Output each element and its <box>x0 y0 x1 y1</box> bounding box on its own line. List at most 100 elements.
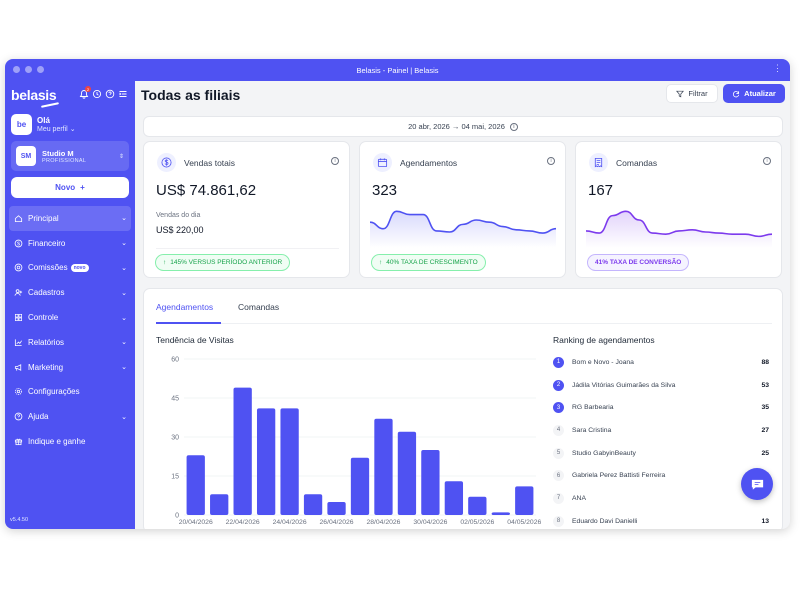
ranking-row: 2 Jádila Vitórias Guimarães da Silva 53 <box>553 374 769 397</box>
refresh-icon[interactable] <box>92 89 102 99</box>
profile-link[interactable]: Meu perfil ⌄ <box>37 125 76 133</box>
window-menu-icon[interactable]: ⋮ <box>773 63 782 73</box>
x-tick-label: 26/04/2026 <box>320 519 354 526</box>
sidebar-item-marketing[interactable]: Marketing ⌄ <box>5 355 135 380</box>
rank-position: 3 <box>553 402 564 414</box>
help-circle-icon[interactable] <box>105 89 115 99</box>
date-range-picker[interactable]: 20 abr, 2026 → 04 mai, 2026 i <box>143 116 783 137</box>
info-icon[interactable]: i <box>547 157 555 165</box>
info-icon[interactable]: i <box>763 157 771 165</box>
sidebar-item-principal[interactable]: Principal ⌄ <box>9 206 131 231</box>
studio-selector[interactable]: SM Studio M PROFISSIONAL ⇕ <box>11 141 129 171</box>
page-title: Todas as filiais <box>141 87 241 103</box>
chevron-down-icon: ⌄ <box>121 413 127 421</box>
user-plus-icon <box>13 288 23 298</box>
bar-21/04/2026[interactable] <box>210 494 229 515</box>
sidebar-item-indique-e-ganhe[interactable]: Indique e ganhe <box>5 429 135 454</box>
info-icon[interactable]: i <box>331 157 339 165</box>
ranking-row: 3 RG Barbearia 35 <box>553 396 769 419</box>
ranking-title: Ranking de agendamentos <box>553 335 655 345</box>
user-profile[interactable]: be Olá Meu perfil ⌄ <box>11 114 76 135</box>
sidebar-item-financeiro[interactable]: Financeiro ⌄ <box>5 231 135 256</box>
x-tick-label: 04/05/2026 <box>507 519 541 526</box>
minimize-window-button[interactable] <box>25 66 32 73</box>
rank-name: Bom e Novo - Joana <box>572 358 634 366</box>
ranking-row: 4 Sara Cristina 27 <box>553 419 769 442</box>
card-value: US$ 74.861,62 <box>156 182 257 199</box>
bar-04/05/2026[interactable] <box>515 486 534 515</box>
rank-position: 7 <box>553 492 564 504</box>
sidebar-item-relatorios[interactable]: Relatórios ⌄ <box>5 330 135 355</box>
greeting: Olá <box>37 116 50 125</box>
gift-icon <box>13 437 23 447</box>
arrow-up-icon: ↑ <box>379 259 383 266</box>
ranking-row: 8 Eduardo Davi Danielli 13 <box>553 510 769 529</box>
filter-icon <box>676 90 685 97</box>
sidebar-item-comissoes[interactable]: Comissões novo ⌄ <box>5 256 135 281</box>
sales-card: Vendas totais i US$ 74.861,62 Vendas do … <box>143 141 350 278</box>
info-icon: i <box>509 122 518 131</box>
maximize-window-button[interactable] <box>37 66 44 73</box>
bar-29/04/2026[interactable] <box>397 431 417 515</box>
profile-link-label: Meu perfil <box>37 126 68 133</box>
sidebar-item-cadastros[interactable]: Cadastros ⌄ <box>5 280 135 305</box>
active-tab-indicator <box>156 322 221 324</box>
y-tick-label: 0 <box>175 513 179 520</box>
bell-icon[interactable]: 2 <box>79 86 91 99</box>
growth-pill: ↑ 40% TAXA DE CRESCIMENTO <box>371 254 486 271</box>
bar-30/04/2026[interactable] <box>421 450 440 515</box>
filter-button-label: Filtrar <box>688 89 708 98</box>
bar-24/04/2026[interactable] <box>280 408 299 515</box>
bar-20/04/2026[interactable] <box>186 455 205 515</box>
tab-appointments[interactable]: Agendamentos <box>156 302 214 312</box>
update-button[interactable]: Atualizar <box>723 84 785 103</box>
ranking-row: 6 Gabriela Perez Battisti Ferreira <box>553 464 769 487</box>
rank-name: RG Barbearia <box>572 404 614 412</box>
bar-03/05/2026[interactable] <box>491 512 510 515</box>
bar-25/04/2026[interactable] <box>303 494 323 515</box>
new-button[interactable]: Novo + <box>11 177 129 198</box>
tab-orders[interactable]: Comandas <box>238 302 280 312</box>
x-tick-label: 02/05/2026 <box>460 519 494 526</box>
close-window-button[interactable] <box>13 66 20 73</box>
y-tick-label: 30 <box>171 435 179 442</box>
bar-27/04/2026[interactable] <box>350 457 370 515</box>
sidebar-item-label: Cadastros <box>28 288 65 298</box>
appointments-card: Agendamentos i 323 ↑ 40% TAXA DE CRESCIM… <box>359 141 566 278</box>
bar-26/04/2026[interactable] <box>327 502 346 515</box>
appointments-sparkline <box>369 210 557 248</box>
bar-28/04/2026[interactable] <box>374 418 393 515</box>
chevron-down-icon: ⌄ <box>121 339 127 347</box>
sidebar-item-controle[interactable]: Controle ⌄ <box>5 305 135 330</box>
growth-pill-label: 40% TAXA DE CRESCIMENTO <box>386 259 478 266</box>
daily-sales-value: US$ 220,00 <box>156 225 204 235</box>
card-title: Vendas totais <box>184 158 236 168</box>
chevron-down-icon: ⌄ <box>69 126 76 133</box>
filter-button[interactable]: Filtrar <box>666 84 718 103</box>
new-button-label: Novo <box>55 183 76 192</box>
chat-button[interactable] <box>741 468 773 500</box>
bar-02/05/2026[interactable] <box>468 496 487 515</box>
studio-avatar: SM <box>16 146 36 166</box>
dollar-circle-icon <box>157 153 176 172</box>
rank-name: Eduardo Davi Danielli <box>572 517 638 525</box>
bar-23/04/2026[interactable] <box>256 408 276 515</box>
sidebar: belasis 2 be Olá Meu perfil ⌄ <box>5 81 135 529</box>
rank-name: Jádila Vitórias Guimarães da Silva <box>572 381 676 389</box>
collapse-menu-icon[interactable] <box>118 89 128 99</box>
rank-position: 4 <box>553 424 564 436</box>
sidebar-top-icons: 2 <box>79 86 128 99</box>
plus-icon: + <box>80 183 85 192</box>
sidebar-item-ajuda[interactable]: Ajuda ⌄ <box>5 404 135 429</box>
rank-count: 27 <box>761 426 769 434</box>
bar-01/05/2026[interactable] <box>444 481 464 515</box>
orders-card: Comandas i 167 41% TAXA DE CONVERSÃO <box>575 141 782 278</box>
sidebar-item-configuracoes[interactable]: Configurações <box>5 380 135 405</box>
x-tick-label: 30/04/2026 <box>413 519 447 526</box>
rank-count: 35 <box>761 404 769 412</box>
x-tick-label: 28/04/2026 <box>366 519 400 526</box>
y-tick-label: 60 <box>171 357 179 364</box>
growth-pill-label: 145% VERSUS PERÍODO ANTERIOR <box>170 259 283 266</box>
coins-icon <box>13 263 23 273</box>
bar-22/04/2026[interactable] <box>233 387 252 515</box>
